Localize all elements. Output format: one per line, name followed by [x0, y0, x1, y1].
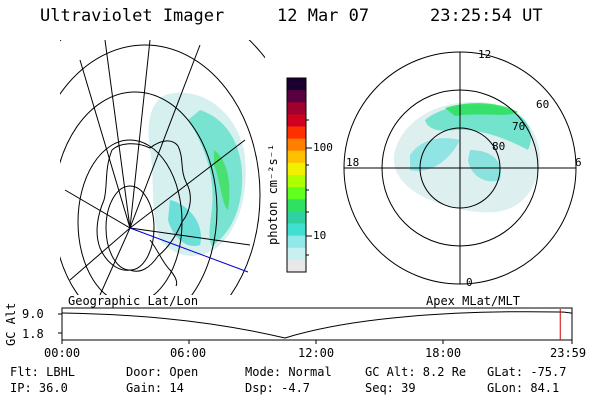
apex-polar-map: [343, 51, 577, 285]
status-seq: Seq: 39: [365, 381, 416, 395]
observation-time: 23:25:54 UT: [430, 6, 543, 26]
status-gc-alt: GC Alt: 8.2 Re: [365, 365, 467, 379]
right-map-caption: Apex MLat/MLT: [426, 294, 520, 308]
status-glat: GLat: -75.7: [487, 365, 567, 379]
mlt-label-0: 0: [466, 276, 473, 289]
altitude-plot: [58, 307, 573, 344]
terminator-line: [129, 227, 249, 273]
colorbar-ticks: [306, 119, 312, 256]
colorbar-tick-10: 10: [313, 229, 327, 242]
altitude-ytick-high: 9.0: [22, 307, 44, 321]
colorbar-tick-100: 100: [313, 141, 333, 154]
antarctica-coastline: [96, 140, 191, 272]
status-ip: IP: 36.0: [10, 381, 68, 395]
colorbar-segment: [287, 235, 306, 249]
status-mode: Mode: Normal: [245, 365, 332, 379]
colorbar-segment: [287, 223, 306, 237]
altitude-curve: [61, 311, 573, 339]
xtick-0000: 00:00: [44, 346, 81, 360]
observation-date: 12 Mar 07: [277, 6, 370, 26]
colorbar-segment: [287, 162, 306, 176]
status-door: Door: Open: [126, 365, 199, 379]
colorbar-unit-label: photon cm⁻²s⁻¹: [266, 143, 280, 245]
status-gain: Gain: 14: [126, 381, 184, 395]
colorbar-segment: [287, 259, 306, 273]
left-map-caption: Geographic Lat/Lon: [68, 294, 199, 308]
colorbar-segment: [287, 102, 306, 115]
colorbar-segment: [287, 126, 306, 140]
mlat-label-70: 70: [512, 120, 526, 133]
colorbar-frame: [286, 77, 307, 273]
colorbar-segment: [287, 150, 306, 164]
status-glon: GLon: 84.1: [487, 381, 560, 395]
mlat-label-60: 60: [536, 98, 550, 111]
xtick-0600: 06:00: [170, 346, 207, 360]
colorbar-segment: [287, 138, 306, 152]
colorbar-segment: [287, 211, 306, 224]
status-filter: Flt: LBHL: [10, 365, 76, 379]
colorbar-segment: [287, 175, 306, 188]
xtick-1200: 12:00: [298, 346, 335, 360]
altitude-ytick-low: 1.8: [22, 327, 44, 341]
instrument-title: Ultraviolet Imager: [40, 6, 225, 26]
colorbar-segment: [287, 114, 306, 127]
mlt-label-6: 6: [575, 156, 582, 169]
altitude-ylabel: GC Alt: [4, 302, 18, 346]
colorbar-segment: [287, 78, 306, 91]
colorbar-segment: [287, 247, 306, 261]
colorbar-segment: [287, 199, 306, 212]
colorbar-segment: [287, 90, 306, 103]
xtick-2359: 23:59: [550, 346, 587, 360]
colorbar-segment: [287, 187, 306, 200]
status-dsp: Dsp: -4.7: [245, 381, 311, 395]
colorbar: [286, 77, 307, 273]
mlat-label-80: 80: [492, 140, 506, 153]
mlt-label-18: 18: [346, 156, 360, 169]
geographic-map: [60, 40, 265, 295]
xtick-1800: 18:00: [425, 346, 462, 360]
mlt-label-12: 12: [478, 48, 492, 61]
